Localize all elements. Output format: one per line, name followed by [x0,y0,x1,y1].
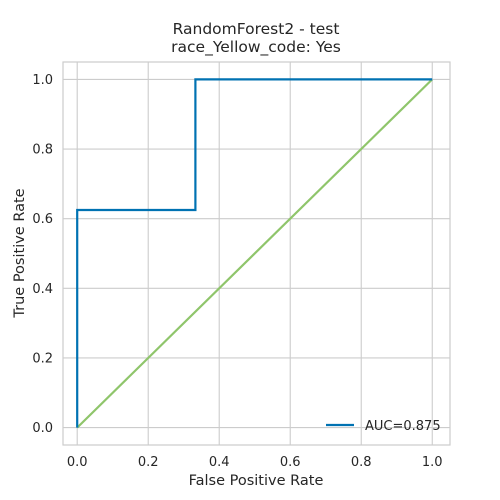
roc-curve-line [76,78,433,428]
series-lines [76,78,433,429]
y-tick-label: 0.6 [32,212,53,227]
y-tick-label: 0.8 [32,143,53,158]
legend-label: AUC=0.875 [365,419,441,434]
x-tick-label: 1.0 [422,455,443,470]
x-tick-label: 0.2 [138,455,159,470]
x-tick-label: 0.0 [67,455,88,470]
x-tick-label: 0.4 [209,455,230,470]
y-tick-label: 0.4 [32,282,53,297]
y-tick-label: 1.0 [32,73,53,88]
y-tick-label: 0.2 [32,351,53,366]
y-tick-label: 0.0 [32,421,53,436]
legend: AUC=0.875 [326,419,441,434]
tick-labels: 0.0 0.2 0.4 0.6 0.8 1.0 0.0 0.2 0.4 0.6 0.8 1.0 [32,73,442,470]
x-axis-label: False Positive Rate [189,473,324,489]
chart-title: RandomForest2 - test [173,20,340,38]
y-axis-label: True Positive Rate [12,188,28,318]
diagonal-reference-line [76,78,433,429]
x-tick-label: 0.6 [280,455,301,470]
chart-subtitle: race_Yellow_code: Yes [171,38,341,57]
x-tick-label: 0.8 [351,455,372,470]
